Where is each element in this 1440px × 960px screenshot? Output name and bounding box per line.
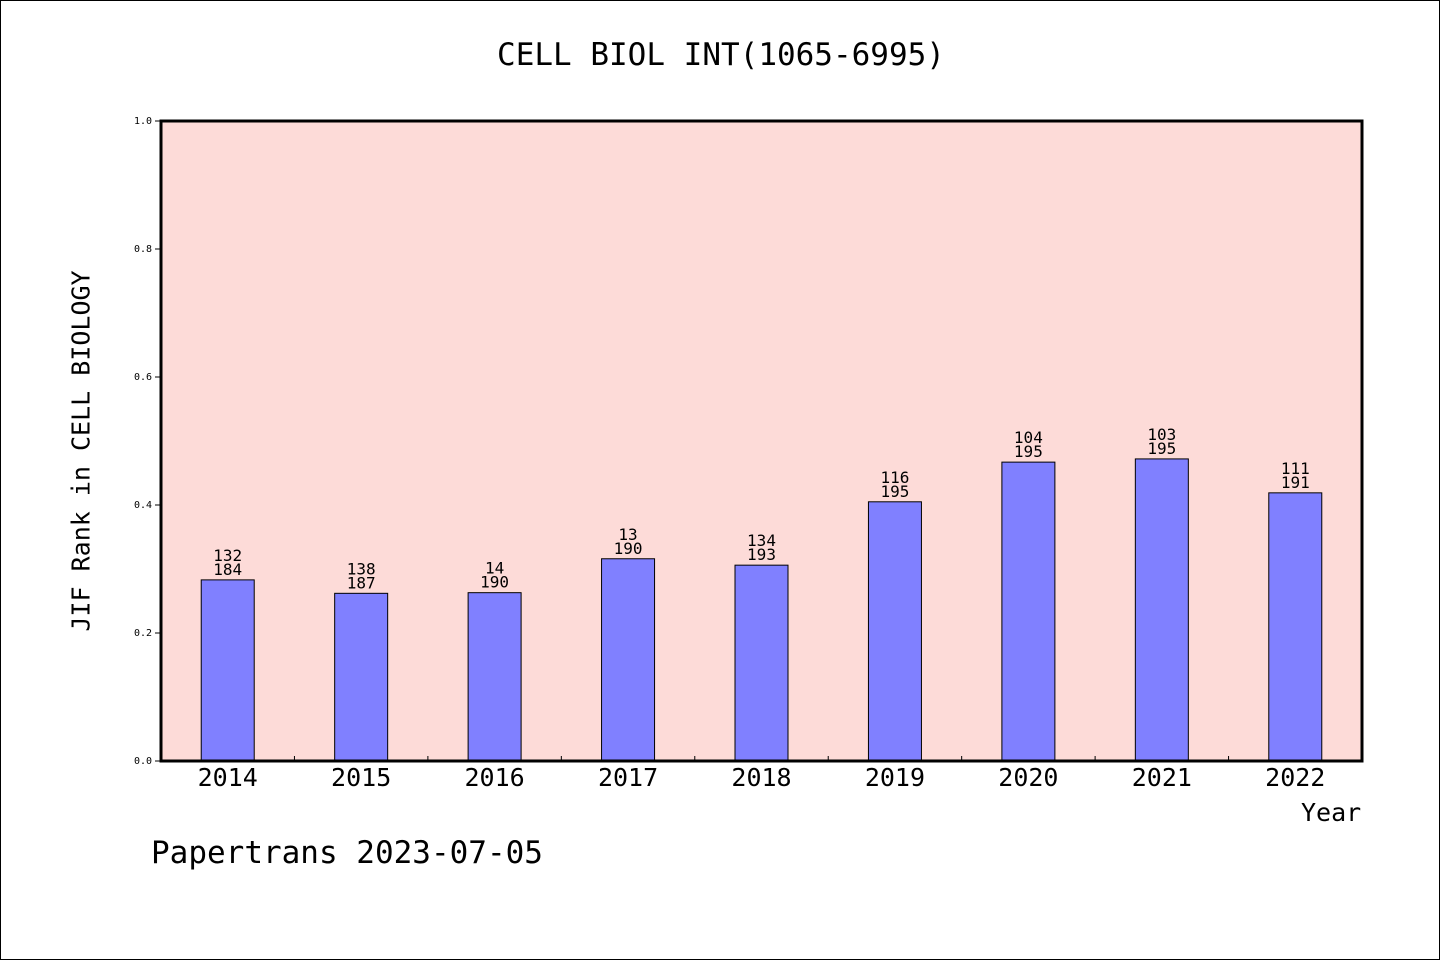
chart-title: CELL BIOL INT(1065-6995) [497,37,945,73]
bar-rank-label: 111 [1281,459,1310,478]
x-tick-label: 2018 [731,763,791,792]
bar-total-label: 184 [213,560,242,579]
bar-rank-label: 13 [618,525,637,544]
x-tick-label: 2016 [465,763,525,792]
bar-rank-label: 104 [1014,428,1043,447]
x-tick-label: 2019 [865,763,925,792]
bar [734,564,789,762]
bar [334,592,389,762]
bar-total-label: 195 [1147,439,1176,458]
bar-rank-label: 138 [347,559,376,578]
y-tick-label: 0.2 [134,628,152,639]
bar-rank-label: 134 [747,531,776,550]
bar [1268,492,1323,762]
bar [467,592,522,762]
bar [867,501,922,762]
bar-total-label: 187 [347,573,376,592]
bar-total-label: 190 [480,573,509,592]
bar [1001,461,1056,762]
bar-rank-label: 132 [213,546,242,565]
bar-rank-label: 116 [880,468,909,487]
x-tick-label: 2022 [1265,763,1325,792]
x-tick-label: 2020 [998,763,1058,792]
bar-total-label: 193 [747,545,776,564]
x-tick-label: 2014 [198,763,258,792]
bar [1134,458,1189,762]
bar [601,558,656,762]
bar-rank-label: 103 [1147,425,1176,444]
y-tick-label: 0.6 [134,372,152,383]
bar-total-label: 195 [880,482,909,501]
bar-rank-label: 14 [485,559,504,578]
y-tick-label: 0.0 [134,756,152,767]
x-axis-label: Year [1301,798,1362,827]
bar [200,579,255,762]
y-tick-label: 0.8 [134,244,152,255]
x-tick-label: 2021 [1132,763,1192,792]
y-axis-label: JIF Rank in CELL BIOLOGY [66,270,96,632]
footer-credit: Papertrans 2023-07-05 [151,835,543,871]
bar-total-label: 191 [1281,473,1310,492]
y-tick-label: 0.4 [134,500,152,511]
x-tick-label: 2015 [331,763,391,792]
plot-frame [159,119,1364,763]
bar-total-label: 195 [1014,442,1043,461]
bar-total-label: 190 [614,539,643,558]
y-tick-label: 1.0 [134,116,152,127]
x-tick-label: 2017 [598,763,658,792]
